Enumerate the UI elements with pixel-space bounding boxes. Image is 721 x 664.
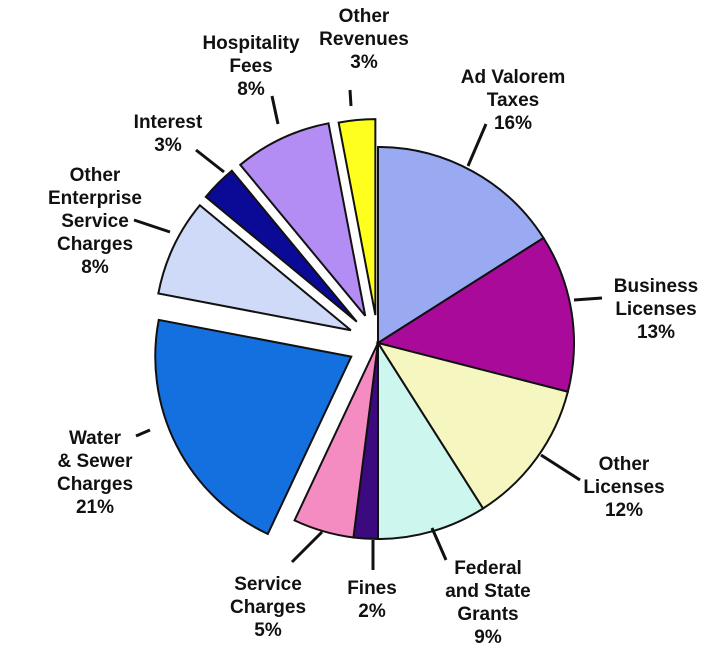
slice-name-line: Fees [229, 56, 272, 77]
slice-name-line: Licenses [615, 299, 696, 320]
slice-name-line: Fines [347, 578, 397, 599]
slice-name-line: Other [599, 454, 650, 475]
slice-value-label: 21% [76, 497, 114, 518]
slice-name-line: Licenses [583, 477, 664, 498]
slice-value-label: 2% [358, 601, 386, 622]
slice-label-other-licenses: Other Licenses 12% [583, 454, 664, 521]
leader-line-interest [196, 150, 224, 172]
slice-name-line: Service [61, 211, 129, 232]
slice-name-line: Water [69, 428, 122, 449]
slice-name-line: Hospitality [202, 33, 300, 54]
leader-line-other-licenses [541, 455, 580, 480]
slice-label-interest: Interest 3% [134, 112, 203, 156]
slice-name-line: Service [234, 574, 302, 595]
slice-label-water-sewer-charges: Water & Sewer Charges 21% [57, 428, 133, 518]
slice-value-label: 13% [637, 322, 675, 343]
slice-name-line: Ad Valorem [461, 67, 566, 88]
slice-name-line: Taxes [487, 90, 539, 111]
slice-label-business-licenses: Business Licenses 13% [614, 276, 698, 343]
leader-line-water-sewer-charges [136, 430, 150, 436]
slice-value-label: 12% [605, 500, 643, 521]
slice-value-label: 9% [474, 627, 502, 648]
slice-name-line: Business [614, 276, 698, 297]
slice-label-other-enterprise-service-charges: Other Enterprise Service Charges 8% [48, 165, 142, 278]
slice-name-line: Interest [134, 112, 203, 133]
slice-label-fines: Fines 2% [347, 578, 397, 622]
slice-value-label: 3% [154, 135, 182, 156]
slice-value-label: 5% [254, 620, 282, 641]
slice-name-line: Revenues [319, 29, 409, 50]
slice-label-hospitality-fees: Hospitality Fees 8% [202, 33, 300, 100]
slice-name-line: Charges [57, 234, 133, 255]
slice-value-label: 8% [237, 79, 265, 100]
slice-label-ad-valorem-taxes: Ad Valorem Taxes 16% [461, 67, 566, 134]
leader-line-hospitality-fees [272, 96, 278, 124]
leader-line-other-revenues [350, 90, 351, 106]
slice-name-line: Charges [230, 597, 306, 618]
slice-name-line: Federal [454, 558, 522, 579]
slice-name-line: Grants [457, 604, 518, 625]
slice-value-label: 16% [494, 113, 532, 134]
leader-line-ad-valorem-taxes [468, 124, 486, 166]
slice-name-line: and State [445, 581, 531, 602]
slice-name-line: Charges [57, 474, 133, 495]
slice-value-label: 8% [81, 257, 109, 278]
slice-name-line: Other [70, 165, 121, 186]
slice-label-federal-and-state-grants: Federal and State Grants 9% [445, 558, 531, 648]
leader-line-other-enterprise-service-charges [134, 220, 170, 232]
slice-label-other-revenues: Other Revenues 3% [319, 6, 409, 73]
leader-line-business-licenses [574, 298, 602, 300]
slice-label-service-charges: Service Charges 5% [230, 574, 306, 641]
leader-line-service-charges [292, 532, 322, 562]
slice-name-line: Other [339, 6, 390, 27]
slice-name-line: Enterprise [48, 188, 142, 209]
slice-name-line: & Sewer [58, 451, 134, 472]
slice-value-label: 3% [350, 52, 378, 73]
leader-line-federal-and-state-grants [432, 528, 446, 560]
